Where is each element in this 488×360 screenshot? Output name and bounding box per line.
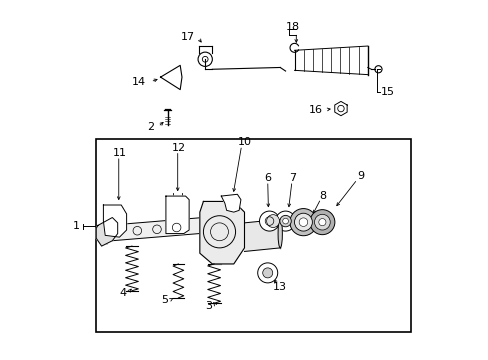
Text: 6: 6: [264, 173, 271, 183]
Polygon shape: [221, 194, 241, 212]
Polygon shape: [96, 217, 118, 246]
Circle shape: [262, 268, 272, 278]
Text: 10: 10: [237, 138, 251, 148]
Text: 2: 2: [147, 122, 154, 132]
Circle shape: [289, 208, 316, 236]
Text: 16: 16: [308, 105, 323, 115]
Text: 5: 5: [161, 296, 167, 305]
Circle shape: [266, 215, 279, 228]
Text: 4: 4: [119, 288, 126, 297]
Text: 11: 11: [112, 148, 126, 158]
Polygon shape: [165, 196, 189, 234]
Text: 7: 7: [288, 173, 296, 183]
Circle shape: [282, 218, 288, 224]
Polygon shape: [334, 102, 346, 116]
Polygon shape: [160, 65, 182, 90]
Text: 9: 9: [356, 171, 364, 181]
Circle shape: [318, 219, 325, 226]
Text: 14: 14: [132, 77, 146, 87]
Text: 13: 13: [273, 282, 286, 292]
Polygon shape: [103, 205, 126, 237]
Text: 12: 12: [171, 143, 185, 153]
Ellipse shape: [278, 219, 282, 248]
Text: 8: 8: [319, 191, 326, 201]
Text: 1: 1: [73, 221, 80, 231]
Circle shape: [309, 210, 334, 235]
Circle shape: [299, 218, 307, 226]
Bar: [96, 139, 410, 332]
Circle shape: [259, 211, 279, 231]
Circle shape: [275, 211, 295, 231]
Text: 3: 3: [205, 301, 212, 311]
Circle shape: [279, 215, 291, 227]
Polygon shape: [103, 215, 233, 242]
Circle shape: [294, 213, 312, 231]
Text: 18: 18: [285, 22, 299, 32]
Text: 17: 17: [180, 32, 194, 42]
Circle shape: [314, 214, 329, 230]
Polygon shape: [200, 202, 244, 264]
Text: 15: 15: [380, 87, 394, 98]
Polygon shape: [244, 219, 280, 251]
Circle shape: [257, 263, 277, 283]
